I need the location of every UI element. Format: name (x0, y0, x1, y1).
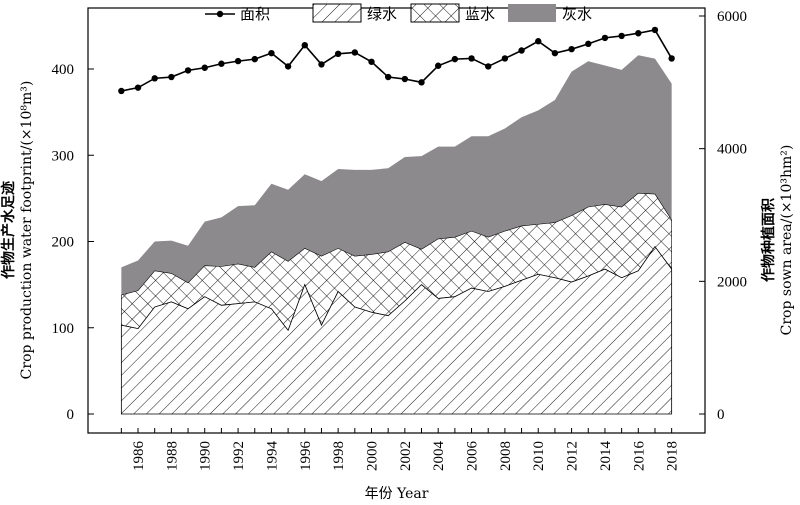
area-series-point (268, 49, 275, 57)
x-tick-label: 2004 (431, 441, 447, 472)
x-tick-label: 1994 (264, 441, 280, 472)
area-line-layer (118, 26, 675, 95)
x-tick-label: 1992 (231, 441, 247, 471)
legend-label-blue: 蓝水 (465, 5, 495, 23)
area-green-water (120, 245, 673, 415)
area-series-point (468, 55, 475, 62)
area-series-point (384, 73, 392, 81)
y-axis-title-cn: 作物生产水足迹 (0, 181, 17, 279)
area-series-point (301, 41, 308, 49)
area-series-point (118, 87, 125, 95)
x-tick-label: 2006 (465, 441, 481, 472)
legend-swatch-blue (410, 3, 460, 23)
area-series-point (535, 38, 542, 45)
area-series-point (368, 58, 375, 65)
area-series-point (201, 64, 208, 71)
area-series-point (284, 63, 292, 70)
area-series-point (401, 75, 409, 83)
legend: 面积 绿水 蓝水 灰水 (205, 3, 592, 23)
x-tick-label: 1990 (198, 441, 214, 471)
y-tick-label: 200 (52, 235, 75, 251)
area-series-point (668, 55, 675, 62)
legend-swatch-grey (508, 4, 556, 22)
legend-label-area: 面积 (240, 5, 270, 23)
y2-tick-label: 4000 (717, 142, 747, 158)
area-series-point (351, 49, 359, 56)
y2-axis-title-cn: 作物种植面积 (760, 198, 777, 282)
area-series-point (184, 67, 192, 74)
x-tick-label: 2000 (364, 441, 380, 471)
y2-tick-label: 6000 (717, 9, 747, 25)
area-series-point (501, 55, 509, 62)
area-series-point (251, 55, 258, 63)
x-tick-label: 2002 (398, 441, 414, 471)
x-tick-label: 2016 (631, 441, 647, 472)
area-series-point (151, 75, 158, 82)
x-tick-label: 1988 (164, 441, 180, 471)
area-grey-water (121, 55, 672, 295)
x-tick-label: 1986 (131, 441, 147, 472)
x-tick-label: 2008 (498, 441, 514, 471)
area-series-point (418, 79, 425, 86)
y2-tick-label: 2000 (717, 274, 747, 290)
x-tick-label: 2012 (565, 441, 581, 471)
area-series-point (518, 47, 525, 54)
x-tick-label: 2010 (531, 441, 547, 471)
area-series-point (601, 34, 609, 42)
x-tick-label: 1998 (331, 441, 347, 471)
area-series-point (485, 63, 492, 70)
y-axis-title-en: Crop production water footprint/(×10⁸m³) (19, 81, 35, 380)
y-tick-label: 400 (52, 62, 75, 78)
x-tick-label: 1996 (298, 441, 314, 472)
area-series-point (434, 62, 442, 69)
area-series-point (168, 73, 175, 81)
y2-tick-label: 0 (717, 407, 725, 423)
area-series-point (551, 49, 559, 57)
area-series-point (218, 60, 225, 67)
area-series-point (635, 30, 642, 37)
y-tick-label: 0 (67, 407, 75, 423)
y2-axis-title-en: Crop sown area/(×10³hm²) (779, 145, 795, 336)
x-tick-label: 2018 (665, 441, 681, 471)
area-series-line (121, 29, 673, 92)
area-series-point (234, 57, 242, 65)
area-series-point (451, 55, 459, 63)
x-tick-label: 2014 (598, 441, 614, 472)
area-layers (120, 55, 673, 415)
y-tick-label: 100 (52, 321, 75, 337)
y-tick-label: 300 (52, 148, 75, 164)
plot-frame (87, 7, 706, 434)
legend-line-marker (216, 10, 224, 18)
area-series-point (618, 32, 625, 40)
legend-swatch-green (312, 3, 362, 23)
area-series-point (134, 84, 142, 91)
area-series-point (651, 26, 659, 34)
area-series-point (334, 50, 342, 58)
x-axis-title: 年份 Year (365, 486, 429, 502)
area-series-point (318, 61, 325, 68)
legend-label-green: 绿水 (367, 5, 397, 23)
area-series-point (568, 45, 575, 53)
area-series-point (585, 40, 592, 48)
legend-label-grey: 灰水 (562, 5, 592, 23)
